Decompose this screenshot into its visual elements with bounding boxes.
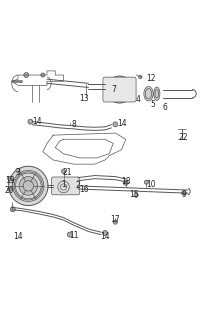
Text: 2: 2	[76, 181, 80, 190]
FancyBboxPatch shape	[103, 77, 136, 102]
Text: 1: 1	[61, 180, 66, 189]
Text: 9: 9	[181, 190, 186, 199]
Text: 7: 7	[111, 85, 116, 94]
Text: 17: 17	[110, 214, 120, 224]
Circle shape	[67, 232, 72, 237]
Circle shape	[139, 76, 142, 79]
Ellipse shape	[144, 86, 153, 101]
Text: 12: 12	[146, 74, 155, 83]
Text: 14: 14	[117, 119, 126, 128]
Text: 13: 13	[79, 94, 89, 103]
Circle shape	[19, 177, 38, 195]
Text: 22: 22	[179, 133, 189, 142]
Circle shape	[123, 180, 128, 185]
Text: 14: 14	[100, 232, 110, 241]
FancyBboxPatch shape	[51, 177, 80, 195]
Circle shape	[16, 168, 20, 172]
Circle shape	[113, 122, 118, 127]
Text: 18: 18	[121, 177, 130, 186]
Circle shape	[134, 193, 138, 197]
Circle shape	[24, 73, 29, 77]
Circle shape	[102, 230, 108, 236]
Circle shape	[106, 76, 133, 103]
Circle shape	[62, 169, 66, 173]
Text: 11: 11	[69, 231, 79, 240]
Text: 10: 10	[146, 180, 155, 189]
Text: 20: 20	[5, 186, 14, 195]
Circle shape	[8, 176, 12, 180]
Text: 16: 16	[79, 185, 89, 194]
Circle shape	[144, 180, 148, 184]
Text: 3: 3	[16, 168, 20, 177]
Circle shape	[41, 73, 45, 77]
Text: 8: 8	[72, 120, 76, 129]
Text: 5: 5	[150, 100, 155, 108]
Circle shape	[10, 207, 15, 212]
Circle shape	[8, 187, 12, 191]
Circle shape	[113, 220, 117, 224]
Text: 21: 21	[63, 168, 72, 177]
Circle shape	[28, 119, 33, 124]
Text: 14: 14	[13, 232, 23, 241]
Circle shape	[9, 166, 48, 205]
Ellipse shape	[154, 87, 160, 100]
Text: 6: 6	[163, 103, 168, 112]
Text: 19: 19	[5, 176, 14, 185]
Circle shape	[182, 191, 186, 195]
Text: 4: 4	[136, 95, 140, 104]
Text: 14: 14	[32, 117, 41, 126]
Text: 15: 15	[129, 190, 139, 199]
